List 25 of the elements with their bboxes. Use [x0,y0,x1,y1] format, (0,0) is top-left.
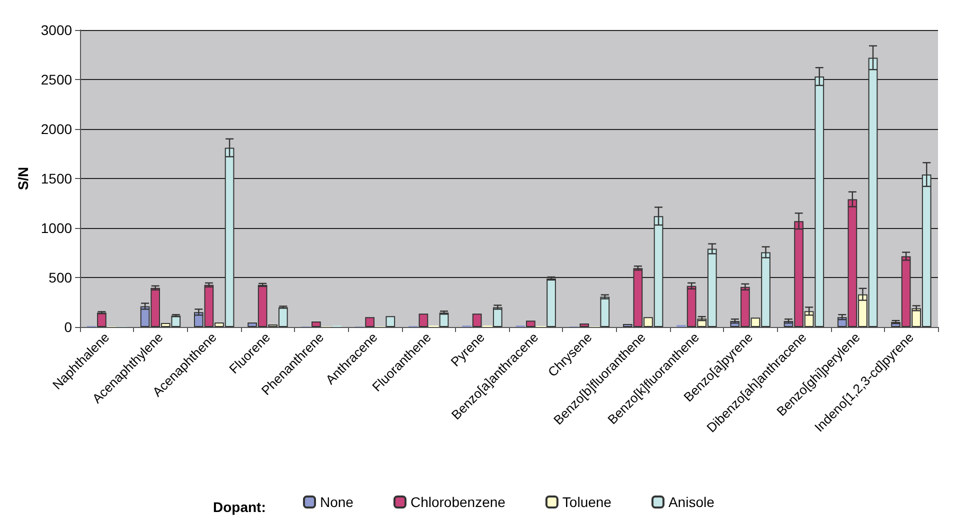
legend-title: Dopant: [213,499,266,515]
y-tick-label: 2000 [40,121,72,137]
bar [492,307,502,327]
y-tick-label: 3000 [40,22,72,38]
legend-label: None [320,494,354,510]
bar [97,312,106,327]
bar [439,312,449,327]
legend-label: Anisole [668,494,715,510]
bar [312,322,321,327]
y-tick-label: 2500 [40,72,72,88]
y-tick-label: 0 [64,319,72,335]
y-tick-label: 500 [48,270,72,286]
legend-label: Chlorobenzene [410,494,506,510]
bar [580,324,589,327]
bar [386,316,396,327]
y-tick-label: 1000 [40,220,72,236]
bar [472,314,482,327]
bar [546,278,556,327]
legend-label: Toluene [562,494,612,510]
bar [418,314,428,327]
bar [365,317,374,327]
y-tick-label: 1500 [40,170,72,186]
bar [526,320,536,327]
y-axis-title: S/N [15,166,31,190]
bar [600,296,610,327]
